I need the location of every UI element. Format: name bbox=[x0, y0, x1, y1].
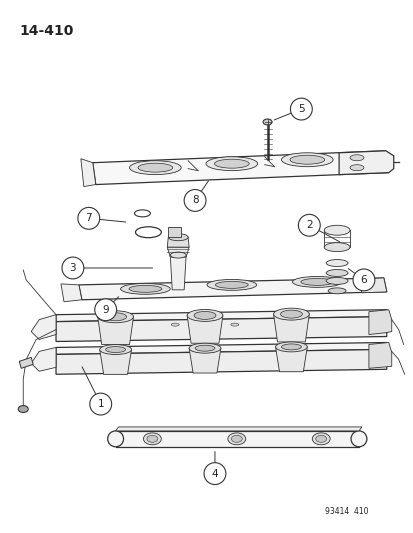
Polygon shape bbox=[81, 159, 95, 187]
Polygon shape bbox=[170, 255, 186, 290]
Ellipse shape bbox=[323, 243, 349, 252]
Circle shape bbox=[204, 463, 225, 484]
Polygon shape bbox=[100, 350, 131, 374]
Polygon shape bbox=[115, 427, 361, 431]
Ellipse shape bbox=[138, 163, 172, 172]
Polygon shape bbox=[273, 314, 309, 342]
Ellipse shape bbox=[97, 311, 133, 322]
Ellipse shape bbox=[147, 435, 157, 442]
Ellipse shape bbox=[206, 157, 257, 171]
Ellipse shape bbox=[214, 159, 249, 168]
Ellipse shape bbox=[18, 406, 28, 413]
Ellipse shape bbox=[349, 155, 363, 161]
Polygon shape bbox=[56, 317, 386, 342]
Text: 3: 3 bbox=[69, 263, 76, 273]
Ellipse shape bbox=[349, 165, 363, 171]
Polygon shape bbox=[189, 348, 221, 373]
Ellipse shape bbox=[215, 281, 248, 288]
Polygon shape bbox=[61, 284, 82, 302]
Text: 6: 6 bbox=[360, 275, 366, 285]
Ellipse shape bbox=[263, 119, 271, 125]
Ellipse shape bbox=[300, 278, 333, 285]
Text: 2: 2 bbox=[305, 220, 312, 230]
Circle shape bbox=[290, 98, 311, 120]
Polygon shape bbox=[167, 247, 189, 257]
Ellipse shape bbox=[120, 284, 170, 294]
Polygon shape bbox=[338, 151, 393, 175]
Circle shape bbox=[352, 269, 374, 291]
Text: 14-410: 14-410 bbox=[19, 23, 74, 38]
Ellipse shape bbox=[275, 342, 306, 352]
Text: 93414  410: 93414 410 bbox=[325, 507, 368, 516]
Polygon shape bbox=[97, 317, 133, 344]
Polygon shape bbox=[93, 151, 388, 184]
Ellipse shape bbox=[129, 285, 161, 292]
Text: 4: 4 bbox=[211, 469, 218, 479]
Ellipse shape bbox=[231, 435, 242, 442]
Text: 7: 7 bbox=[85, 213, 92, 223]
Ellipse shape bbox=[206, 279, 256, 290]
Polygon shape bbox=[31, 348, 56, 372]
Polygon shape bbox=[167, 237, 189, 247]
Polygon shape bbox=[358, 278, 386, 293]
Ellipse shape bbox=[280, 310, 301, 318]
Ellipse shape bbox=[325, 270, 347, 277]
Ellipse shape bbox=[129, 161, 181, 175]
Circle shape bbox=[298, 214, 320, 236]
Text: 1: 1 bbox=[97, 399, 104, 409]
Polygon shape bbox=[168, 227, 181, 237]
Text: 9: 9 bbox=[102, 305, 109, 314]
Polygon shape bbox=[78, 278, 386, 300]
Ellipse shape bbox=[323, 225, 349, 235]
Ellipse shape bbox=[230, 323, 238, 326]
Circle shape bbox=[62, 257, 83, 279]
Ellipse shape bbox=[292, 277, 341, 287]
Ellipse shape bbox=[100, 344, 131, 354]
Ellipse shape bbox=[170, 252, 186, 258]
Polygon shape bbox=[368, 343, 391, 368]
Ellipse shape bbox=[273, 308, 309, 320]
Ellipse shape bbox=[350, 431, 366, 447]
Text: 8: 8 bbox=[191, 196, 198, 205]
Circle shape bbox=[184, 190, 206, 212]
Polygon shape bbox=[56, 350, 386, 374]
Polygon shape bbox=[31, 314, 56, 340]
Ellipse shape bbox=[194, 311, 216, 319]
Ellipse shape bbox=[325, 260, 347, 266]
Circle shape bbox=[78, 207, 100, 229]
Polygon shape bbox=[56, 343, 386, 354]
Ellipse shape bbox=[328, 288, 345, 294]
Polygon shape bbox=[19, 358, 33, 368]
Circle shape bbox=[95, 299, 116, 321]
Ellipse shape bbox=[289, 155, 324, 164]
Ellipse shape bbox=[315, 435, 326, 442]
Circle shape bbox=[90, 393, 112, 415]
Ellipse shape bbox=[104, 313, 126, 321]
Polygon shape bbox=[275, 347, 306, 372]
Polygon shape bbox=[368, 310, 391, 335]
Ellipse shape bbox=[311, 433, 330, 445]
Ellipse shape bbox=[227, 433, 245, 445]
Text: 5: 5 bbox=[297, 104, 304, 114]
Polygon shape bbox=[56, 310, 386, 321]
Ellipse shape bbox=[325, 277, 347, 285]
Ellipse shape bbox=[105, 346, 125, 352]
Ellipse shape bbox=[168, 234, 188, 241]
Ellipse shape bbox=[189, 343, 221, 353]
Ellipse shape bbox=[107, 431, 123, 447]
Ellipse shape bbox=[143, 433, 161, 445]
Polygon shape bbox=[187, 316, 222, 343]
Ellipse shape bbox=[171, 323, 179, 326]
Ellipse shape bbox=[187, 310, 222, 321]
Ellipse shape bbox=[281, 344, 301, 350]
Ellipse shape bbox=[195, 345, 214, 351]
Ellipse shape bbox=[281, 153, 332, 167]
Polygon shape bbox=[115, 431, 358, 447]
